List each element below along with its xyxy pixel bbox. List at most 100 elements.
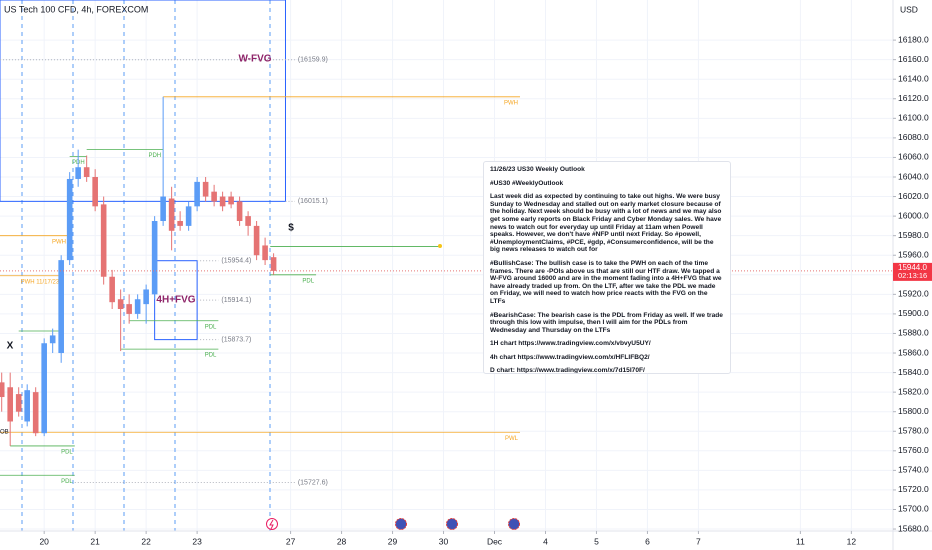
candle-body [211,191,217,202]
y-tick-label: 16000.0 [898,210,929,220]
mark-text: $ [288,223,294,234]
candle-body [194,181,200,207]
mark-text: X [7,341,14,352]
note-link: 1H chart https://www.tradingview.com/x/v… [490,340,651,348]
level-label: PWL [505,436,519,442]
price-mark-label: (15914.1) [221,297,251,304]
level-label: PDL [61,450,73,456]
candle-body [253,225,260,256]
note-tags: #US30 #WeeklyOutlook [490,179,564,187]
candle-body [228,196,234,205]
level-label: PDL [205,353,217,359]
level-label: PWH [504,100,518,106]
x-tick-label: 20 [39,536,49,546]
event-icon [395,518,407,530]
y-tick-label: 16100.0 [898,113,929,123]
x-tick-label: 28 [337,536,347,546]
chart-title: US Tech 100 CFD, 4h, FOREXCOM [4,4,148,14]
price-mark-label: (16015.1) [298,198,328,205]
level-label: PDL [61,479,73,485]
candle-body [202,181,209,197]
candle-body [0,382,5,398]
candle-body [262,245,268,261]
candle-body [245,216,251,226]
candle-body [83,167,90,177]
y-tick-label: 15820.0 [898,386,929,396]
event-icon [269,519,274,530]
grid [0,0,893,531]
candle-body [185,206,192,226]
x-tick-label: 6 [645,536,650,546]
note-paragraph: #BearishCase: The bearish case is the PD… [490,311,723,334]
price-mark-label: (16159.9) [298,57,328,64]
last-price-tag [893,262,932,281]
x-tick-label: 30 [439,536,449,546]
y-tick-label: 15800.0 [898,406,929,416]
y-tick-label: 16080.0 [898,132,929,142]
y-tick-label: 15780.0 [898,426,929,436]
y-tick-label: 15920.0 [898,289,929,299]
candle-body [58,260,64,354]
candle-body [270,257,277,271]
y-tick-label: 15680.0 [898,523,929,533]
candle-body [32,392,39,434]
x-tick-label: 5 [594,536,599,546]
level-label: PDH [148,153,161,159]
last-price-label: 15944.0 [898,263,927,272]
candle-body [134,299,141,314]
candle-body [15,394,22,412]
candle-body [109,276,115,303]
x-tick-label: 12 [847,536,857,546]
candle-body [177,221,183,226]
axes: 15680.0 15700.0 15720.0 15740.0 15760.0 15780… [39,34,932,546]
y-tick-label: 16060.0 [898,152,929,162]
candle-body [151,221,158,295]
y-tick-label: 15860.0 [898,347,929,357]
candle-body [143,289,149,305]
box-label: 4H+FVG [156,295,195,306]
event-icons [266,518,520,530]
note-title: 11/26/23 US30 Weekly Outlook [490,166,585,173]
note-paragraph: Last week did as expected by continuing … [490,193,722,254]
note-links: 1H chart https://www.tradingview.com/x/v… [490,340,724,374]
note-link: 4h chart https://www.tradingview.com/x/H… [490,353,650,361]
event-icon [266,518,278,530]
y-tick-label: 15740.0 [898,465,929,475]
y-tick-label: 15840.0 [898,367,929,377]
box-label: W-FVG [238,54,271,65]
y-tick-label: 15960.0 [898,249,929,259]
x-tick-label: 29 [388,536,398,546]
y-tick-label: 16040.0 [898,171,929,181]
x-tick-label: 22 [141,536,151,546]
y-tick-label: 16140.0 [898,73,929,83]
level-label: PDL [302,278,314,284]
candle-body [100,204,107,277]
note-box: 11/26/23 US30 Weekly Outlook #US30 #Week… [483,161,731,374]
x-tick-label: 27 [286,536,296,546]
event-icon [508,518,520,530]
candle-body [168,198,175,231]
level-label: PWH [52,239,66,245]
y-tick-label: 15720.0 [898,484,929,494]
x-tick-label: 23 [192,536,202,546]
candle-body [219,196,226,207]
y-tick-label: 15700.0 [898,504,929,514]
x-tick-label: Dec [487,536,503,546]
price-mark-label: (15873.7) [221,336,251,343]
y-tick-label: 15760.0 [898,445,929,455]
x-tick-label: 11 [796,536,805,546]
price-mark-label: (15954.4) [221,258,251,265]
candle-body [160,196,166,222]
event-icon [446,518,458,530]
y-tick-label: 16020.0 [898,191,929,201]
candle-body [117,299,124,310]
x-tick-label: 21 [90,536,100,546]
y-tick-label: 16180.0 [898,34,929,44]
candle-body [126,304,132,314]
y-tick-label: 15880.0 [898,328,929,338]
y-tick-label: 15900.0 [898,308,929,318]
candle-body [236,201,243,222]
note-link: D chart: https://www.tradingview.com/x/7… [490,367,645,374]
x-tick-label: 4 [543,536,548,546]
y-tick-label: 15980.0 [898,230,929,240]
